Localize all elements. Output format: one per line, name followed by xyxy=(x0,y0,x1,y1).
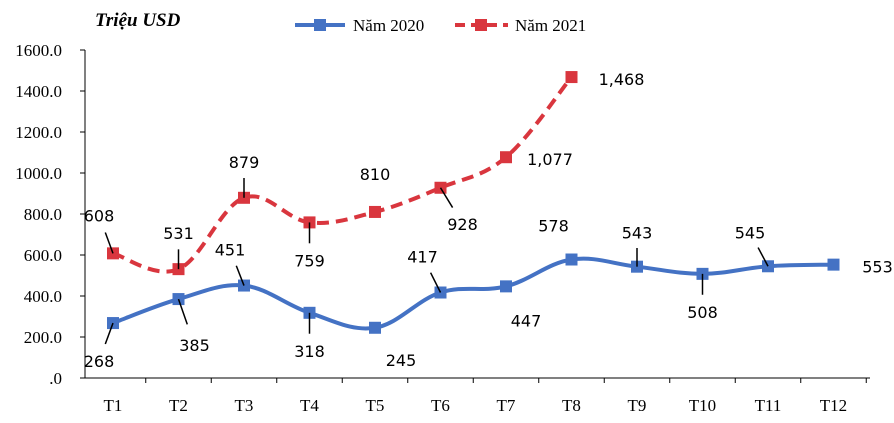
y-tick-label: 1400.0 xyxy=(15,82,62,101)
data-label: 553 xyxy=(862,258,893,277)
data-label: 1,077 xyxy=(527,150,573,169)
legend-item-2020: Năm 2020 xyxy=(295,16,424,35)
data-label: 810 xyxy=(360,165,391,184)
legend: Năm 2020 Năm 2021 xyxy=(295,16,586,35)
y-tick-label: 800.0 xyxy=(24,205,62,224)
data-point-marker xyxy=(827,258,840,271)
data-label: 447 xyxy=(511,311,542,330)
data-point-marker xyxy=(369,205,381,218)
series-line-2020 xyxy=(112,256,834,331)
data-label: 318 xyxy=(294,342,325,361)
data-point-marker xyxy=(565,253,578,266)
data-label: 417 xyxy=(407,248,438,267)
leader-line xyxy=(235,265,245,286)
legend-marker-2020 xyxy=(314,19,326,31)
data-point-marker xyxy=(500,151,512,164)
x-tick-label: T11 xyxy=(755,396,782,415)
data-label: 928 xyxy=(447,215,478,234)
data-label: 451 xyxy=(215,241,246,260)
data-point-marker xyxy=(565,71,578,84)
data-label-layer: 268 385 451 318 245 417 447 578 543 508 545 553 608 5… xyxy=(84,70,893,371)
data-label: 245 xyxy=(386,351,417,370)
legend-item-2021: Năm 2021 xyxy=(455,16,586,35)
data-label: 268 xyxy=(84,352,115,371)
x-tick-label: T12 xyxy=(820,396,847,415)
data-point-marker xyxy=(369,321,381,334)
x-tick-label: T9 xyxy=(628,396,647,415)
y-tick-label: 1000.0 xyxy=(15,164,62,183)
data-label: 608 xyxy=(84,206,115,225)
y-tick-label: .0 xyxy=(49,369,62,388)
data-label: 578 xyxy=(538,217,569,236)
legend-label-2021: Năm 2021 xyxy=(515,16,586,35)
legend-marker-2021 xyxy=(475,19,487,31)
x-tick-label: T6 xyxy=(431,396,450,415)
leader-line xyxy=(177,298,189,325)
x-tick-label: T10 xyxy=(689,396,716,415)
data-label: 385 xyxy=(179,336,210,355)
x-tick-label: T2 xyxy=(169,396,188,415)
x-tick-label: T4 xyxy=(300,396,319,415)
data-label: 879 xyxy=(229,153,260,172)
x-tick-label: T7 xyxy=(497,396,516,415)
leader-line xyxy=(429,272,442,293)
y-unit-label: Triệu USD xyxy=(95,10,181,31)
leader-line xyxy=(104,232,114,254)
data-label: 1,468 xyxy=(599,70,645,89)
y-tick-label: 400.0 xyxy=(24,287,62,306)
y-tick-label: 1200.0 xyxy=(15,123,62,142)
series-layer xyxy=(107,71,840,334)
y-tick-label: 200.0 xyxy=(24,328,62,347)
x-tick-label: T5 xyxy=(366,396,385,415)
x-tick-label: T8 xyxy=(562,396,581,415)
data-label: 531 xyxy=(163,224,194,243)
legend-label-2020: Năm 2020 xyxy=(353,16,424,35)
y-axis-ticks: .0 200.0 400.0 600.0 800.0 1000.0 1200.0 1400.0… xyxy=(15,41,85,388)
x-tick-label: T1 xyxy=(104,396,123,415)
y-tick-label: 600.0 xyxy=(24,246,62,265)
leader-line xyxy=(439,187,454,208)
x-axis-ticks: T1 T2 T3 T4 T5 T6 T7 T8 T9 T10 T11 T12 xyxy=(104,378,867,415)
data-label: 759 xyxy=(294,251,325,270)
data-label: 508 xyxy=(687,303,718,322)
data-label: 545 xyxy=(735,223,766,242)
data-label: 543 xyxy=(622,224,653,243)
y-tick-label: 1600.0 xyxy=(15,41,62,60)
data-point-marker xyxy=(500,280,512,293)
leader-line xyxy=(757,247,769,267)
x-tick-label: T3 xyxy=(235,396,254,415)
leader-line xyxy=(104,322,114,345)
